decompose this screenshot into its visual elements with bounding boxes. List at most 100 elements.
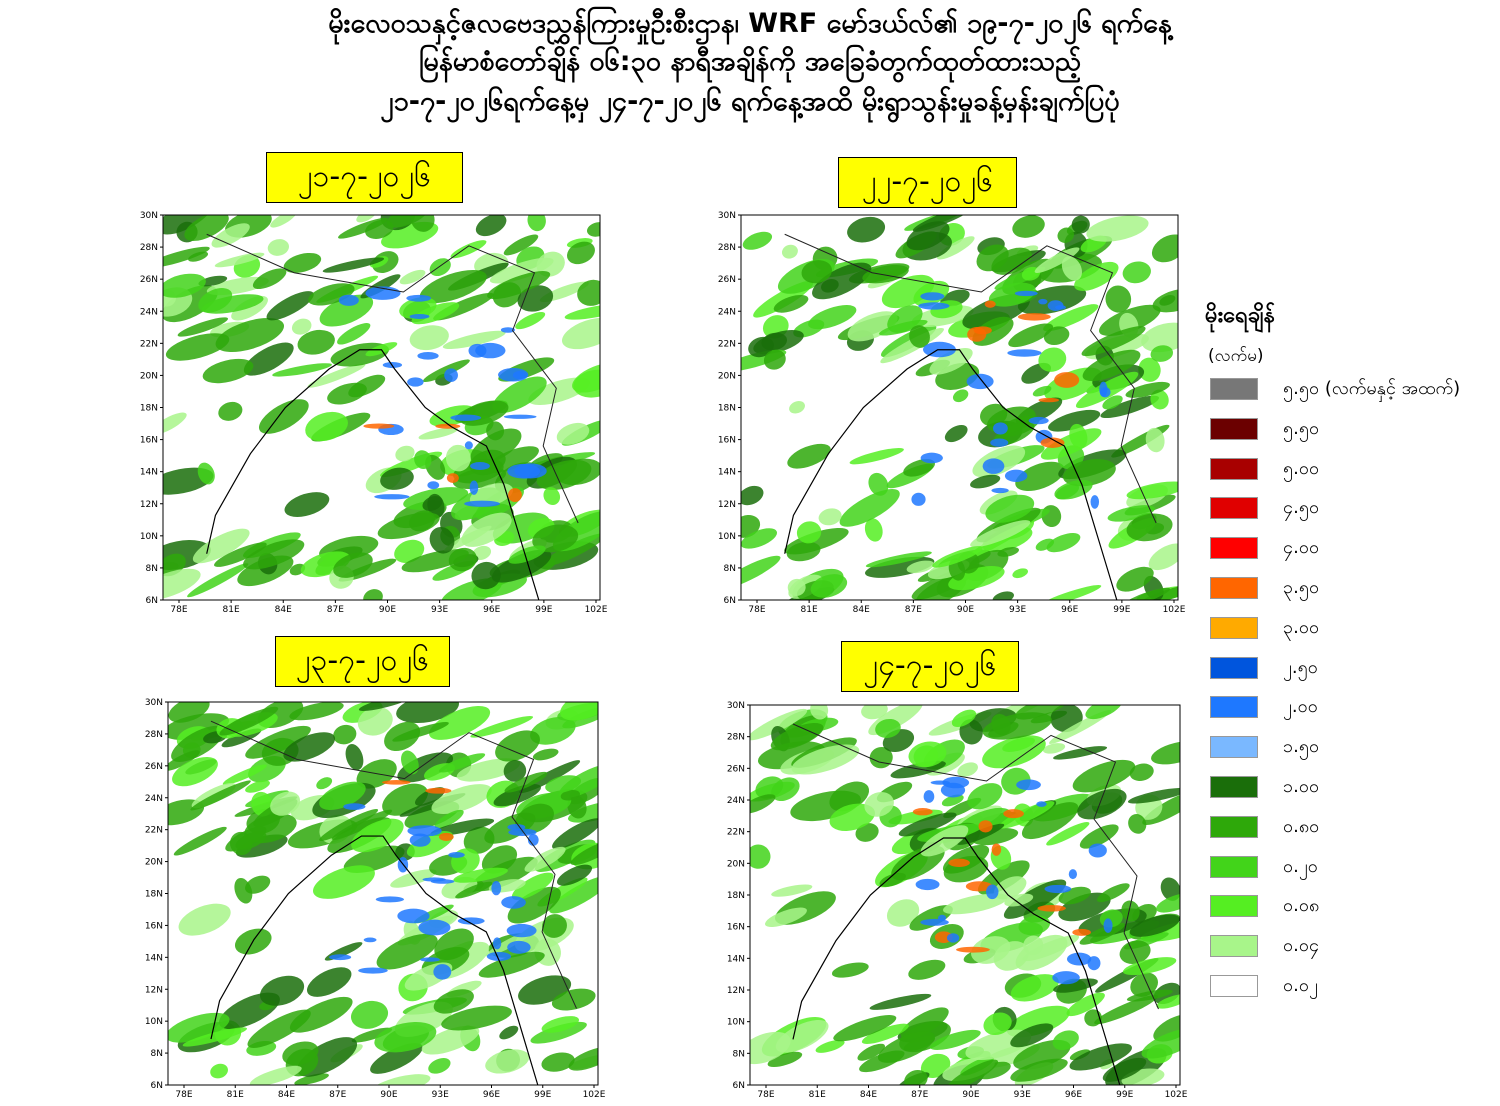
rain-area — [1105, 285, 1132, 313]
rain-area — [909, 325, 930, 348]
rain-area — [1129, 763, 1154, 781]
rain-area — [937, 236, 975, 260]
rain-area — [245, 780, 270, 793]
rain-area — [787, 443, 831, 469]
rain-area — [791, 744, 860, 775]
rain-area — [322, 257, 385, 273]
lat-label: 20N — [145, 858, 163, 868]
rain-area — [1077, 788, 1127, 820]
heavy-rain — [374, 494, 410, 500]
rain-area — [957, 823, 1005, 845]
rain-area — [249, 1065, 302, 1085]
rain-area — [812, 262, 872, 300]
rain-area — [1081, 326, 1146, 357]
rain-area — [781, 244, 798, 259]
lon-label: 78E — [175, 1090, 192, 1100]
rain-area — [1148, 543, 1178, 571]
lat-label: 26N — [727, 764, 745, 774]
rain-area — [992, 591, 1014, 600]
heavy-rain — [448, 851, 465, 858]
rain-area — [1145, 427, 1165, 453]
lon-label: 90E — [379, 605, 396, 615]
rain-area — [570, 839, 598, 866]
lat-label: 14N — [727, 954, 745, 964]
rain-area — [831, 962, 869, 978]
heavy-rain — [973, 326, 992, 335]
rain-area — [481, 845, 518, 874]
lon-label: 81E — [801, 605, 818, 615]
rain-area — [542, 914, 567, 938]
rain-area — [504, 771, 548, 793]
rain-area — [561, 317, 600, 350]
rain-area — [515, 311, 546, 330]
heavy-rain — [991, 843, 1002, 856]
rain-area — [970, 520, 1031, 548]
lon-label: 90E — [380, 1090, 397, 1100]
rain-area — [741, 485, 764, 506]
rain-area — [932, 546, 983, 568]
lon-label: 84E — [853, 605, 870, 615]
legend-label: ၂.၀၀ — [1283, 696, 1318, 718]
heavy-rain — [329, 954, 352, 961]
rain-area — [178, 903, 231, 936]
heavy-rain — [427, 481, 440, 490]
rain-area — [787, 578, 806, 596]
lat-label: 6N — [146, 596, 158, 606]
rain-area — [511, 872, 554, 900]
legend-label: ၃.၀၀ — [1283, 616, 1320, 638]
rain-area — [418, 427, 459, 440]
rain-area — [214, 542, 267, 567]
lat-label: 22N — [727, 828, 745, 838]
rain-area — [741, 528, 777, 549]
rain-area — [877, 1031, 935, 1063]
rain-area — [564, 303, 600, 320]
rain-area — [818, 508, 842, 526]
lat-label: 18N — [140, 404, 158, 414]
rain-area — [475, 215, 507, 237]
lat-label: 8N — [146, 564, 158, 574]
rain-area — [1122, 261, 1151, 284]
legend-swatch — [1210, 656, 1258, 679]
rain-area — [1150, 389, 1169, 410]
rain-area — [394, 539, 425, 563]
rain-area — [291, 318, 312, 335]
rain-area — [1032, 385, 1052, 397]
rain-area — [839, 489, 900, 527]
lat-label: 14N — [140, 468, 158, 478]
legend-label: ၀.၀၈ — [1283, 895, 1320, 917]
coastline — [792, 837, 1121, 1085]
rain-area — [1129, 914, 1180, 937]
rain-area — [1053, 978, 1098, 993]
heavy-rain — [486, 951, 512, 961]
rain-area — [319, 294, 374, 327]
lon-label: 99E — [534, 1090, 551, 1100]
heavy-rain — [1036, 801, 1047, 807]
legend-label: ၁.၀၀ — [1283, 776, 1320, 797]
title-line: ၂၁-၇-၂၀၂၆ရက်နေ့မှ ၂၄-၇-၂၀၂၆ ရက်နေ့အထိ မိ… — [380, 86, 1120, 117]
heavy-rain — [407, 377, 424, 387]
rain-area — [750, 708, 808, 741]
rain-area — [1084, 1009, 1102, 1027]
rain-area — [1042, 743, 1066, 754]
rain-area — [456, 758, 521, 782]
rain-area — [450, 240, 487, 259]
rain-area — [886, 899, 920, 927]
rain-area — [1127, 787, 1180, 804]
lat-label: 30N — [727, 701, 745, 711]
rain-area — [1069, 1049, 1091, 1061]
rain-area — [222, 764, 267, 785]
legend-label: ၅.၅၀ (လက်မနှင့် အထက်) — [1283, 378, 1461, 399]
rain-area — [401, 750, 419, 775]
rain-area — [1122, 957, 1177, 976]
rain-area — [390, 869, 437, 888]
rain-area — [270, 791, 301, 816]
lat-label: 18N — [145, 890, 163, 900]
rain-area — [192, 528, 250, 564]
rain-area — [289, 702, 344, 721]
rain-area — [815, 1039, 845, 1053]
heavy-rain — [430, 879, 455, 884]
lat-label: 30N — [140, 211, 158, 221]
legend-label: ၀.၈၀ — [1283, 815, 1320, 837]
heavy-rain — [982, 458, 1005, 474]
rain-area — [898, 812, 957, 837]
